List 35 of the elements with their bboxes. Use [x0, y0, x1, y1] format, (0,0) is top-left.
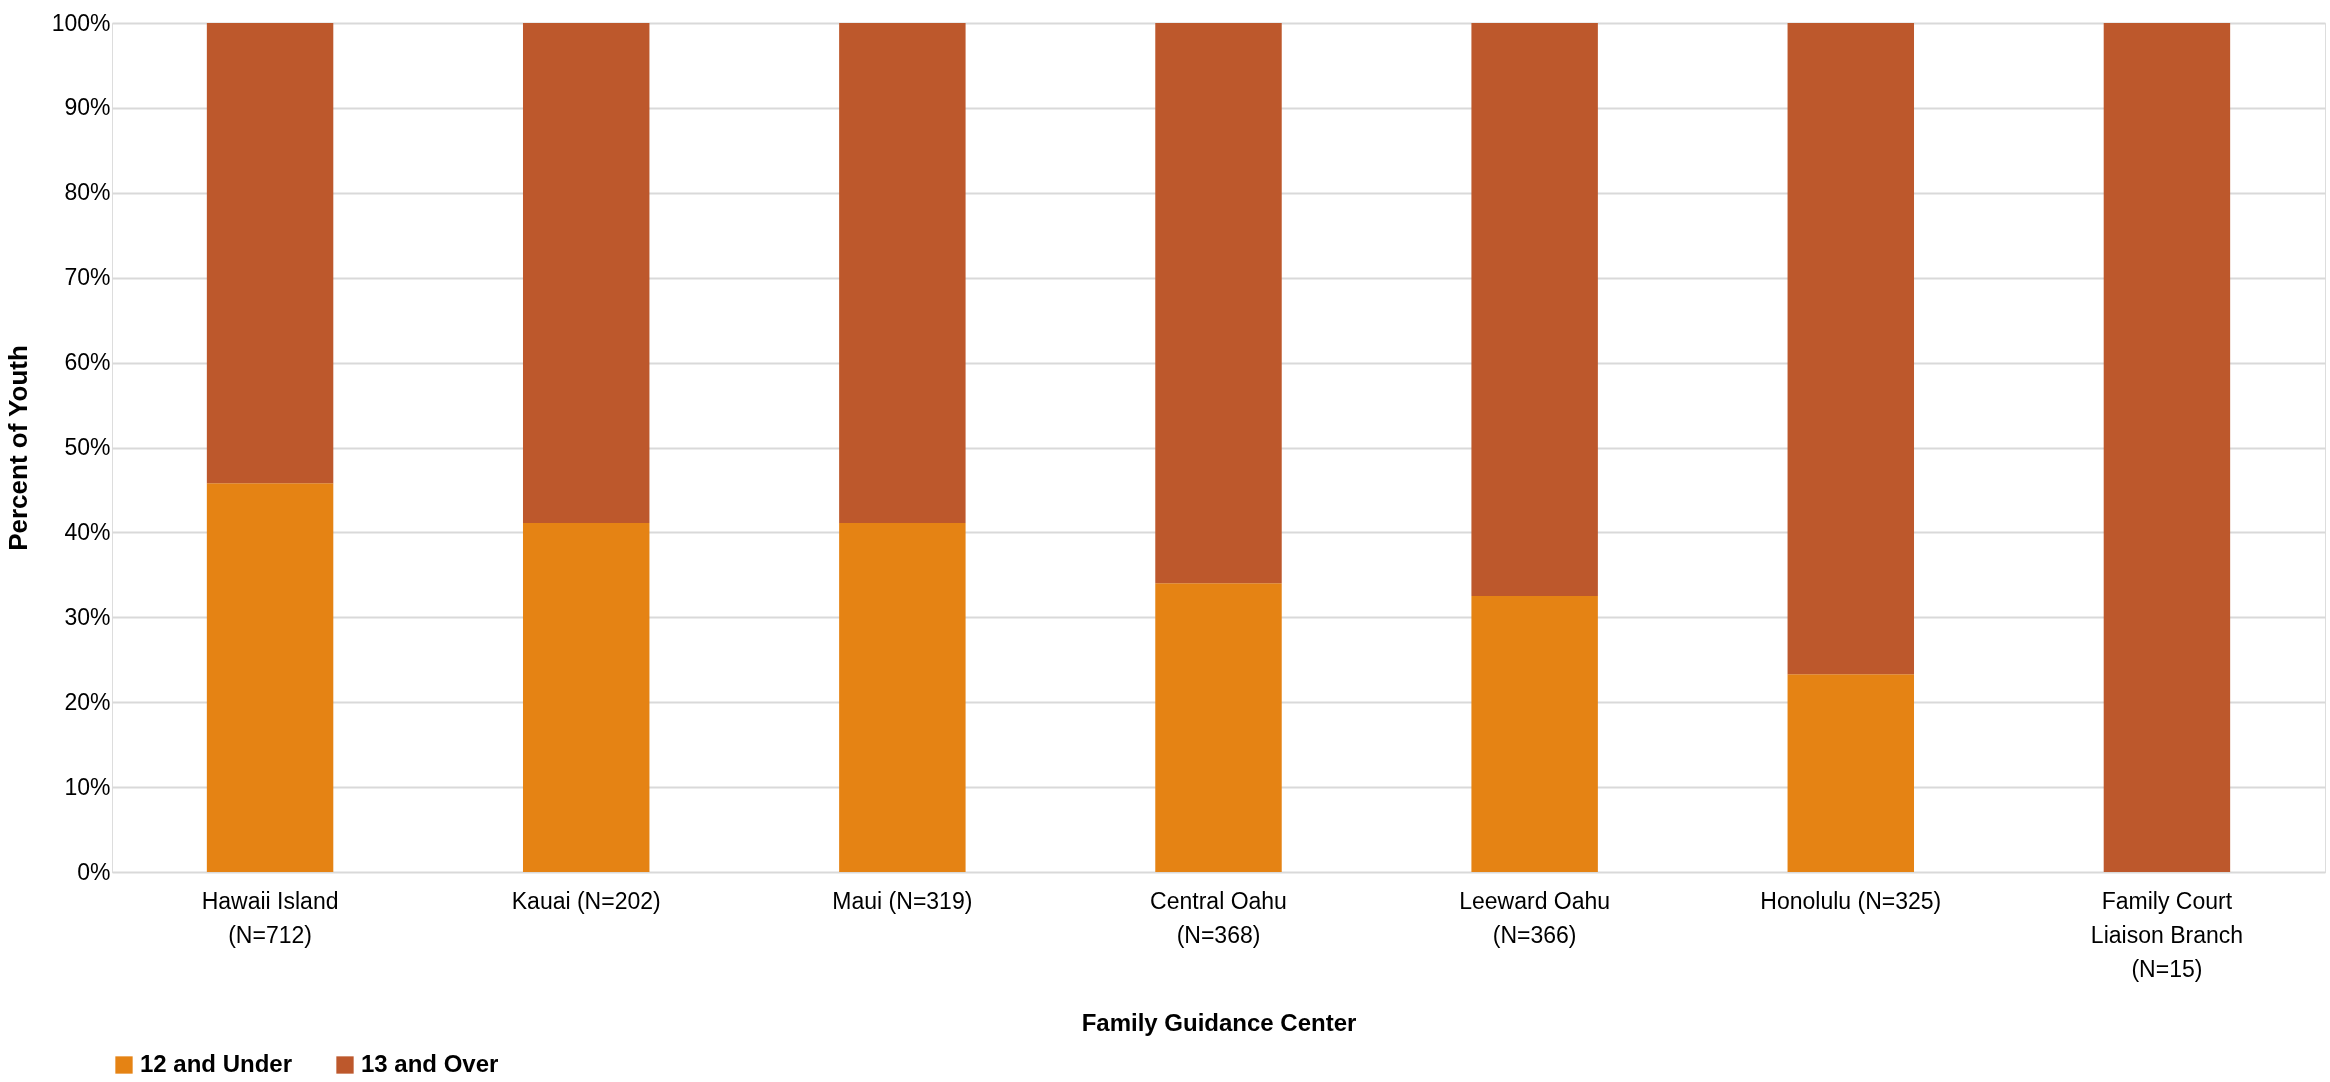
- bar: [522, 23, 650, 524]
- bar: [1155, 583, 1282, 872]
- bar: [839, 523, 966, 872]
- bar: [1471, 23, 1598, 597]
- legend-label: 13 and Over: [361, 1050, 499, 1077]
- x-axis-title: Family Guidance Center: [1081, 1008, 1357, 1036]
- bar: [206, 483, 334, 872]
- legend-label: 12 and Under: [140, 1050, 293, 1077]
- bar: [1787, 674, 1915, 872]
- bar: [839, 23, 966, 524]
- x-tick-label: Honolulu (N=325): [1760, 887, 1942, 914]
- x-tick-label: Kauai (N=202): [511, 887, 661, 914]
- y-tick-label: 20%: [64, 688, 111, 715]
- y-tick-label: 70%: [64, 264, 111, 291]
- bar: [1155, 23, 1282, 584]
- bar: [1471, 596, 1598, 872]
- x-tick-label: Central Oahu (N=368): [1150, 887, 1287, 948]
- bar: [1787, 23, 1915, 675]
- y-tick-label: 80%: [64, 179, 111, 206]
- x-tick-label: Maui (N=319): [832, 887, 973, 914]
- x-tick-label: Family Court Liaison Branch (N=15): [2090, 887, 2244, 982]
- y-tick-label: 0%: [77, 858, 111, 885]
- bar: [2103, 23, 2231, 872]
- x-tick-label: Hawaii Island (N=712): [201, 887, 339, 948]
- y-tick-label: 50%: [64, 434, 111, 460]
- bar: [522, 523, 650, 872]
- y-tick-label: 10%: [64, 773, 111, 800]
- y-tick-label: 100%: [51, 9, 111, 36]
- y-axis-title: Percent of Youth: [2, 345, 33, 551]
- y-tick-label: 60%: [64, 349, 111, 376]
- y-tick-label: 90%: [64, 94, 111, 121]
- x-tick-label: Leeward Oahu (N=366): [1459, 887, 1611, 948]
- y-tick-label: 40%: [64, 518, 111, 545]
- y-tick-label: 30%: [64, 603, 111, 630]
- bar: [206, 23, 334, 484]
